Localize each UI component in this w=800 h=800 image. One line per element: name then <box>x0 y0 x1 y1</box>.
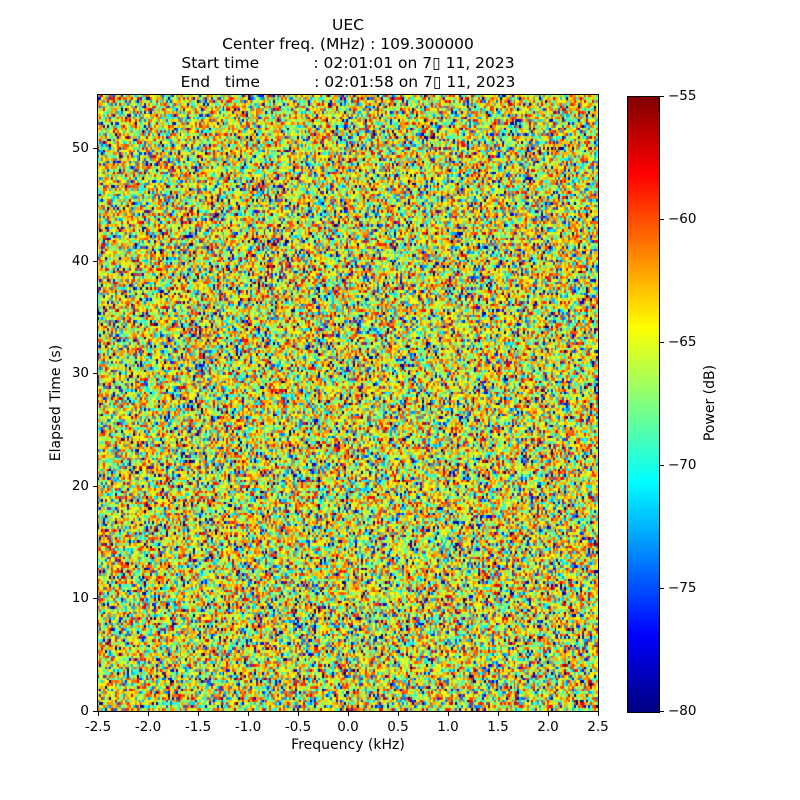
colorbar-tick-mark <box>660 588 664 589</box>
x-tick-label: 2.5 <box>587 719 609 735</box>
x-tick-mark <box>398 712 399 716</box>
x-tick-label: 1.5 <box>487 719 509 735</box>
y-tick-mark <box>93 711 97 712</box>
y-axis-label: Elapsed Time (s) <box>48 344 64 462</box>
title-line: Start time : 02:01:01 on 7▯ 11, 2023 <box>181 54 515 72</box>
y-tick-label: 0 <box>80 703 89 719</box>
colorbar-tick-label: −70 <box>668 457 697 473</box>
y-tick-mark <box>93 147 97 149</box>
y-tick-label: 10 <box>71 590 89 607</box>
colorbar-tick-mark <box>660 465 664 466</box>
title-line: Center freq. (MHz) : 109.300000 <box>222 35 474 53</box>
x-tick-mark <box>498 712 499 716</box>
x-tick-label: 0.0 <box>337 719 359 735</box>
x-tick-label: -2.0 <box>134 719 162 735</box>
y-tick-mark <box>93 260 97 262</box>
colorbar-tick-label: −75 <box>668 580 697 596</box>
y-tick-label: 20 <box>71 477 89 494</box>
colorbar-tick-mark <box>660 711 664 712</box>
x-tick-mark <box>98 712 99 716</box>
x-tick-mark <box>448 712 449 716</box>
x-tick-label: 0.5 <box>387 719 409 735</box>
x-tick-mark <box>198 712 199 716</box>
x-tick-label: -0.5 <box>284 719 312 735</box>
title-line: End time : 02:01:58 on 7▯ 11, 2023 <box>180 73 516 91</box>
x-tick-label: 2.0 <box>537 719 559 735</box>
x-tick-mark <box>148 712 149 716</box>
spectrogram-heatmap-canvas <box>97 94 599 712</box>
x-tick-mark <box>298 712 299 716</box>
y-tick-label: 50 <box>71 139 89 156</box>
colorbar-label: Power (dB) <box>702 364 718 442</box>
colorbar-gradient <box>627 96 660 713</box>
title-line: UEC <box>332 16 364 34</box>
y-tick-mark <box>93 485 97 487</box>
colorbar-tick-mark <box>660 219 664 220</box>
colorbar-tick-mark <box>660 96 664 97</box>
x-tick-mark <box>598 712 599 716</box>
x-tick-label: -1.5 <box>184 719 212 735</box>
x-tick-label: -2.5 <box>84 719 112 735</box>
x-axis-label: Frequency (kHz) <box>291 737 405 753</box>
x-tick-mark <box>548 712 549 716</box>
title-block: UEC Center freq. (MHz) : 109.300000 Start … <box>98 16 598 92</box>
y-tick-mark <box>93 598 97 600</box>
colorbar-tick-label: −65 <box>668 334 697 350</box>
colorbar-tick-label: −55 <box>668 88 697 104</box>
y-tick-label: 40 <box>71 252 89 269</box>
x-tick-mark <box>248 712 249 716</box>
x-tick-label: -1.0 <box>234 719 262 735</box>
colorbar-tick-mark <box>660 342 664 343</box>
colorbar-tick-label: −80 <box>668 703 697 719</box>
x-tick-mark <box>348 712 349 716</box>
x-tick-label: 1.0 <box>437 719 459 735</box>
colorbar-tick-label: −60 <box>668 211 697 227</box>
y-tick-mark <box>93 373 97 375</box>
y-tick-label: 30 <box>71 365 89 382</box>
